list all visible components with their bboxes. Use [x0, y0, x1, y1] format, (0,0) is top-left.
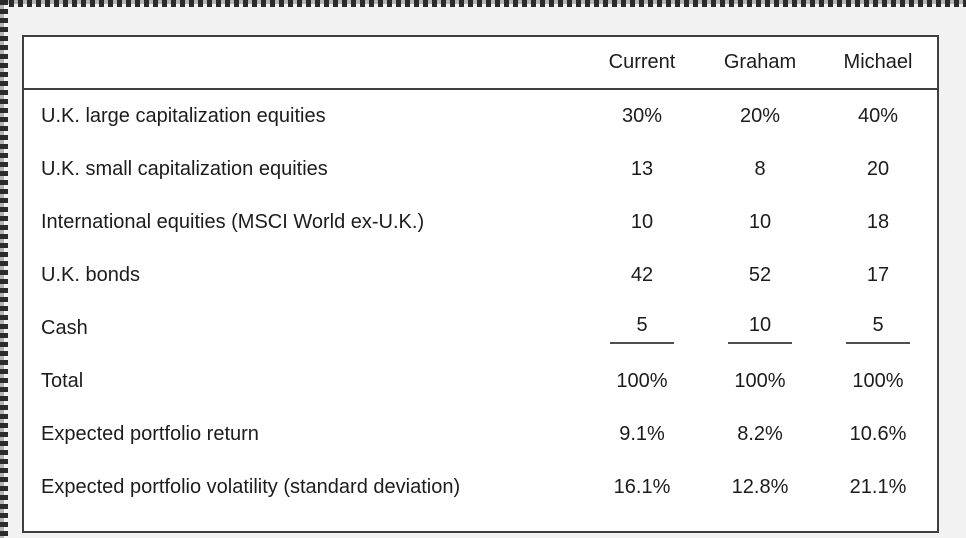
cell-value: 100%	[616, 370, 668, 392]
table-row: U.K. bonds 42 52 17	[24, 249, 937, 302]
cell-value: 30%	[621, 105, 663, 127]
portfolio-allocation-table: Current Graham Michael U.K. large capita…	[22, 35, 939, 533]
cell-value: 42	[630, 264, 654, 286]
row-label: Expected portfolio volatility (standard …	[41, 476, 461, 498]
row-label: Expected portfolio return	[41, 423, 259, 445]
table-row: International equities (MSCI World ex-U.…	[24, 196, 937, 249]
cell-value: 8	[754, 158, 766, 180]
cell-value: 20%	[739, 105, 781, 127]
cell-value: 17	[866, 264, 890, 286]
selection-border-left	[0, 0, 8, 538]
cell-value: 21.1%	[849, 476, 907, 498]
selection-border-top	[0, 0, 966, 7]
cell-value: 10	[701, 314, 819, 344]
row-label: Cash	[41, 317, 88, 339]
table-row-total: Total 100% 100% 100%	[24, 355, 937, 408]
table-row: Expected portfolio return 9.1% 8.2% 10.6…	[24, 408, 937, 461]
column-header-graham: Graham	[723, 51, 797, 73]
cell-value: 13	[630, 158, 654, 180]
cell-value: 5	[819, 314, 937, 344]
row-label: U.K. large capitalization equities	[41, 105, 326, 127]
cash-underlined-value: 5	[846, 314, 910, 344]
cell-value: 18	[866, 211, 890, 233]
cell-value: 10	[748, 211, 772, 233]
column-header-current: Current	[608, 51, 676, 73]
cell-value: 52	[748, 264, 772, 286]
cell-value: 12.8%	[731, 476, 789, 498]
cash-underlined-value: 5	[610, 314, 674, 344]
table-row: Expected portfolio volatility (standard …	[24, 461, 937, 514]
column-header-michael: Michael	[843, 51, 913, 73]
cell-value: 40%	[857, 105, 899, 127]
cell-value: 10	[630, 211, 654, 233]
table-row: U.K. large capitalization equities 30% 2…	[24, 90, 937, 143]
cell-value: 100%	[734, 370, 786, 392]
row-label: U.K. bonds	[41, 264, 140, 286]
table-header-row: Current Graham Michael	[24, 37, 937, 90]
cash-underlined-value: 10	[728, 314, 792, 344]
cell-value: 8.2%	[737, 423, 783, 445]
cell-value: 16.1%	[613, 476, 671, 498]
table-row: U.K. small capitalization equities 13 8 …	[24, 143, 937, 196]
row-label: Total	[41, 370, 84, 392]
cell-value: 5	[583, 314, 701, 344]
cell-value: 10.6%	[849, 423, 907, 445]
table-row-cash: Cash 5 10 5	[24, 302, 937, 355]
cell-value: 100%	[852, 370, 904, 392]
row-label: International equities (MSCI World ex-U.…	[41, 211, 425, 233]
cell-value: 20	[866, 158, 890, 180]
row-label: U.K. small capitalization equities	[41, 158, 328, 180]
cell-value: 9.1%	[619, 423, 665, 445]
